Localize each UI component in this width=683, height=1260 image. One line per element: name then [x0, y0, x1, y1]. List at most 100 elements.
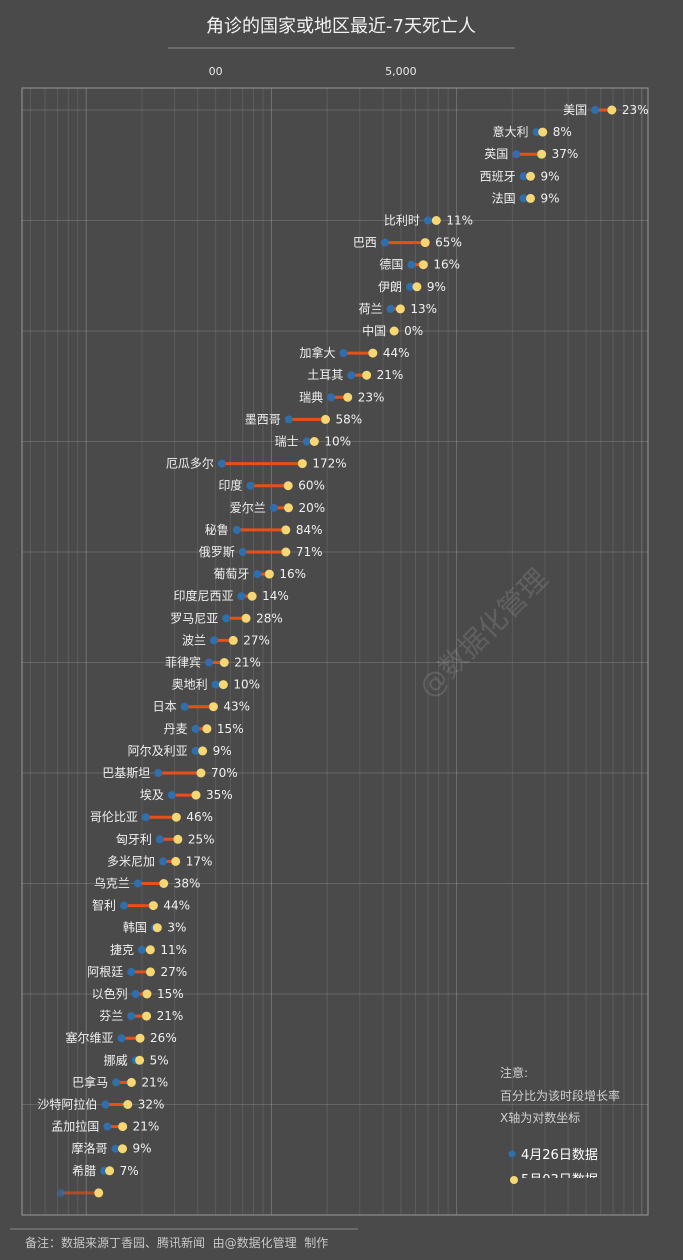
end-point: [537, 149, 547, 159]
growth-label: 28%: [256, 611, 283, 625]
start-point: [180, 702, 189, 711]
dumbbell-row: 印度尼西亚 14%: [174, 588, 289, 603]
dumbbell-row: 丹麦 15%: [164, 722, 244, 736]
start-point: [253, 570, 262, 579]
dumbbell-row: 土耳其 21%: [307, 368, 403, 382]
start-point: [210, 636, 219, 645]
country-label: 乌克兰: [94, 876, 130, 891]
dumbbell-row: 埃及 35%: [140, 788, 233, 802]
growth-label: 16%: [433, 258, 460, 272]
start-point: [519, 172, 528, 181]
end-point: [142, 989, 152, 999]
start-point: [155, 835, 164, 844]
start-point: [191, 724, 200, 733]
growth-label: 65%: [435, 236, 462, 250]
start-point: [111, 1144, 120, 1153]
legend-start-label[interactable]: 4月26日数据: [521, 1148, 598, 1163]
start-point: [591, 106, 600, 114]
legend-end-label[interactable]: 5月03日数据: [521, 1173, 598, 1188]
x-tick-label: 5,000: [385, 65, 417, 78]
dumbbell-row: 意大利 8%: [492, 124, 571, 139]
end-point: [118, 1122, 128, 1132]
end-point: [368, 348, 378, 358]
dumbbell-row: 多米尼加 17%: [107, 854, 212, 868]
end-point: [94, 1188, 104, 1198]
dumbbell-row: 伊朗 9%: [378, 280, 446, 294]
dumbbell-row: 菲律宾 21%: [165, 655, 261, 670]
growth-label: 7%: [120, 1164, 139, 1178]
dumbbell-row: 以色列 15%: [92, 987, 184, 1001]
start-point: [167, 791, 176, 800]
dumbbell-row: 日本 43%: [153, 700, 250, 714]
start-point: [204, 658, 213, 667]
growth-label: 21%: [133, 1120, 160, 1134]
country-label: 爱尔兰: [230, 500, 266, 515]
country-label: 瑞典: [299, 390, 323, 404]
end-point: [218, 680, 228, 690]
plot-border: [21, 87, 649, 1216]
end-point: [412, 282, 422, 292]
end-point: [148, 901, 158, 911]
end-point: [281, 547, 291, 557]
country-label: 孟加拉国: [51, 1119, 99, 1134]
dumbbell-row: 巴拿马 21%: [72, 1074, 168, 1089]
end-point: [538, 127, 548, 137]
country-label: 法国: [492, 191, 516, 205]
country-label: 印度尼西亚: [174, 588, 234, 603]
start-point: [327, 393, 336, 402]
start-point: [407, 260, 416, 269]
growth-label: 17%: [186, 854, 213, 868]
growth-label: 71%: [296, 545, 323, 559]
growth-label: 0%: [404, 324, 423, 338]
growth-label: 10%: [233, 678, 260, 692]
start-point: [141, 813, 150, 822]
growth-label: 70%: [211, 766, 238, 780]
note-heading: 注意:: [500, 1065, 528, 1080]
dumbbell-row: 捷克 11%: [110, 943, 187, 957]
dumbbell-row: 瑞典 23%: [299, 390, 384, 404]
country-label: 瑞士: [275, 435, 299, 449]
country-label: 俄罗斯: [199, 545, 235, 559]
growth-label: 38%: [174, 877, 201, 891]
end-point: [173, 834, 183, 844]
start-point: [380, 238, 389, 247]
end-point: [247, 591, 257, 601]
growth-label: 10%: [324, 435, 351, 449]
country-label: 多米尼加: [107, 854, 155, 868]
end-point: [159, 879, 169, 888]
start-point: [386, 304, 395, 313]
growth-label: 58%: [336, 412, 363, 426]
x-tick-label: 00: [209, 65, 223, 78]
country-label: 厄瓜多尔: [166, 456, 214, 471]
country-label: 土耳其: [307, 368, 343, 382]
dumbbell-row: 韩国 3%: [123, 920, 186, 935]
country-label: 哥伦比亚: [90, 809, 138, 824]
dumbbell-row: 厄瓜多尔 172%: [166, 456, 347, 471]
dumbbell-row: 阿根廷 27%: [87, 965, 187, 979]
end-point: [526, 171, 536, 181]
country-label: 智利: [92, 898, 116, 913]
rows: 美国 23% 意大利 8% 英国 37% 西班牙 9% 法国 9% 比利时 11% 巴西 65% 德国 16%…: [37, 103, 649, 1198]
end-point: [191, 790, 201, 800]
growth-label: 13%: [410, 302, 437, 316]
end-point: [196, 768, 206, 778]
start-point: [269, 503, 278, 512]
end-point: [228, 635, 238, 645]
end-point: [105, 1166, 115, 1176]
dumbbell-row: 匈牙利 25%: [116, 832, 215, 846]
start-point: [137, 945, 146, 954]
end-point: [283, 481, 293, 491]
dumbbell-row: 沙特阿拉伯 32%: [37, 1097, 164, 1112]
growth-label: 23%: [358, 390, 385, 404]
growth-label: 8%: [553, 125, 572, 139]
start-point: [238, 548, 247, 556]
start-point: [117, 1034, 126, 1043]
start-point: [154, 769, 163, 777]
start-point: [423, 216, 432, 225]
dumbbell-row: 巴西 65%: [353, 236, 462, 250]
growth-label: 23%: [622, 103, 649, 117]
start-point: [127, 1012, 136, 1021]
growth-label: 21%: [157, 1009, 184, 1023]
country-label: 沙特阿拉伯: [37, 1097, 97, 1112]
